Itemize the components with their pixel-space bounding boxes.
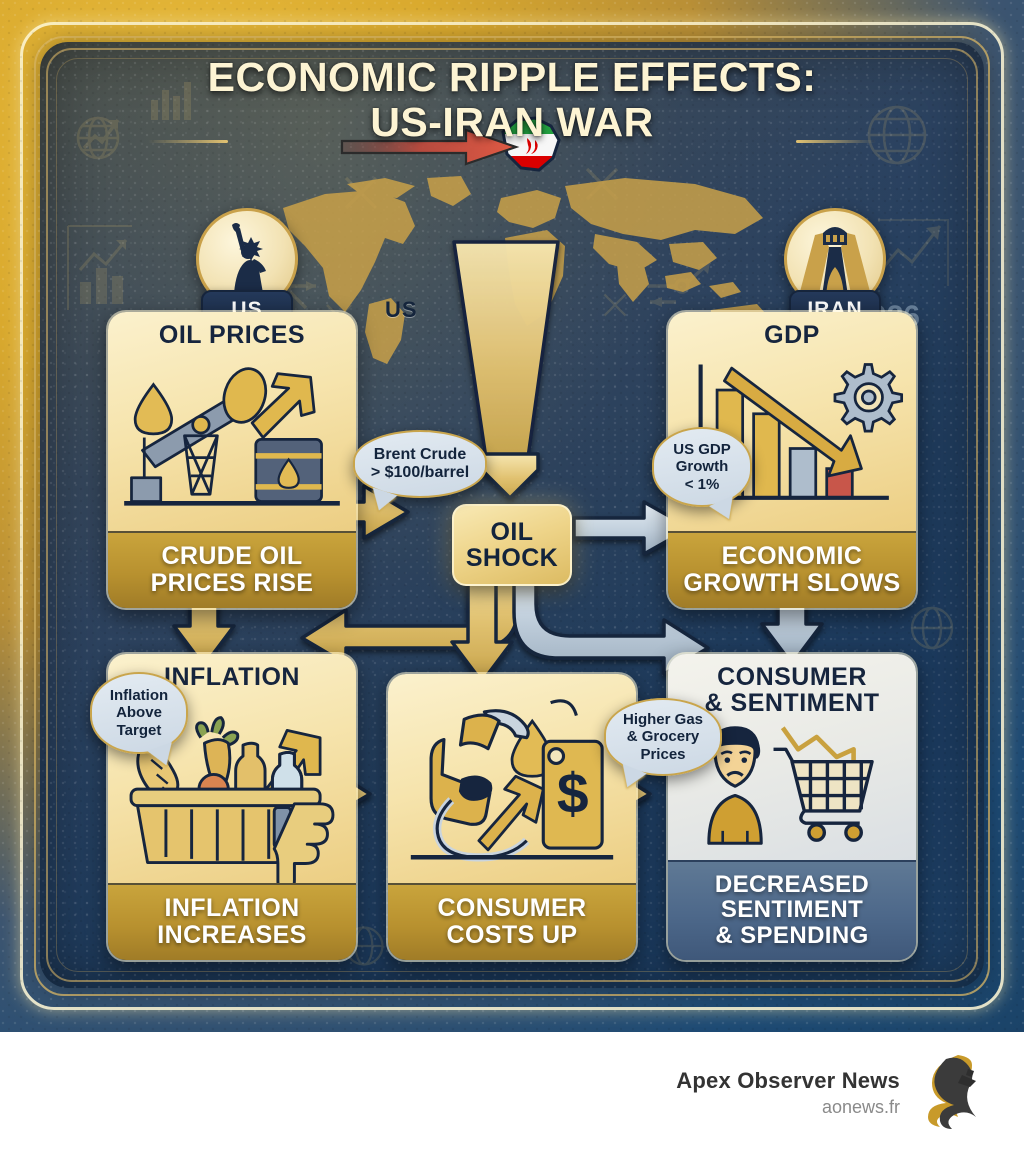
card-footer-sentiment: DECREASED SENTIMENT & SPENDING xyxy=(668,859,916,960)
globe-icon xyxy=(906,602,958,654)
card-art-oil xyxy=(108,348,356,531)
card-header-sentiment: CONSUMER & SENTIMENT xyxy=(704,663,880,718)
page-title-line1: ECONOMIC RIPPLE EFFECTS: xyxy=(207,54,817,100)
content-panel: ECONOMIC RIPPLE EFFECTS: US-IRAN WAR xyxy=(40,42,984,988)
pumpjack-icon xyxy=(130,367,268,504)
network-cross-icon xyxy=(600,290,630,320)
fuel-nozzle-icon xyxy=(429,709,530,862)
sad-person-icon xyxy=(707,725,763,845)
oil-drop-icon xyxy=(133,382,174,436)
title-rule-left xyxy=(148,140,228,143)
card-header-gdp: GDP xyxy=(764,321,820,349)
down-arrow-icon xyxy=(723,366,863,478)
callout-brent-crude: Brent Crude > $100/barrel xyxy=(353,430,487,515)
card-consumer-costs[interactable]: $ CONSUMER COSTS UP xyxy=(386,672,638,962)
thumbs-down-icon xyxy=(272,802,335,883)
oil-barrel-icon xyxy=(254,438,323,504)
card-footer-gdp: ECONOMIC GROWTH SLOWS xyxy=(668,531,916,608)
title-rule-right xyxy=(796,140,876,143)
card-art-consumer-costs: $ xyxy=(388,688,636,883)
card-body: OIL PRICES xyxy=(108,312,356,531)
brand-footer: Apex Observer News aonews.fr xyxy=(0,1032,1024,1154)
network-cross-icon xyxy=(338,170,384,216)
bar-chart-icon xyxy=(62,220,154,316)
callout-higher-gas-grocery: Higher Gas & Grocery Prices xyxy=(604,698,722,793)
gear-icon xyxy=(833,363,904,433)
callout-us-gdp-growth: US GDP Growth < 1% xyxy=(652,427,752,525)
brand-url: aonews.fr xyxy=(821,1097,900,1117)
map-label-us: US xyxy=(385,297,418,322)
card-body: $ xyxy=(388,674,636,883)
brand-text: Apex Observer News aonews.fr xyxy=(676,1068,900,1118)
callout-inflation-above-target: Inflation Above Target xyxy=(90,672,188,770)
card-header-inflation: INFLATION xyxy=(164,663,300,691)
card-consumer-sentiment[interactable]: CONSUMER & SENTIMENT xyxy=(666,652,918,962)
red-attack-arrow-icon xyxy=(340,128,520,166)
card-footer-consumer-costs: CONSUMER COSTS UP xyxy=(388,883,636,960)
network-cross-icon xyxy=(580,162,624,206)
brand-name: Apex Observer News xyxy=(676,1068,900,1093)
card-oil-prices[interactable]: OIL PRICES xyxy=(106,310,358,610)
shopping-cart-icon xyxy=(773,747,874,842)
card-art-sentiment xyxy=(668,717,916,860)
card-header-oil: OIL PRICES xyxy=(158,321,306,349)
card-inflation[interactable]: INFLATION xyxy=(106,652,358,962)
price-tag-dollar-icon: $ xyxy=(541,699,604,850)
poster-canvas: ECONOMIC RIPPLE EFFECTS: US-IRAN WAR xyxy=(0,0,1024,1032)
bubble-tail xyxy=(366,487,398,515)
eagle-logo-icon xyxy=(918,1053,980,1134)
oil-shock-line2: SHOCK xyxy=(465,544,559,572)
card-body: CONSUMER & SENTIMENT xyxy=(668,654,916,860)
up-arrow-icon xyxy=(250,372,316,440)
iran-flag-icon xyxy=(501,116,561,172)
node-oil-shock[interactable]: OIL SHOCK xyxy=(452,504,572,586)
svg-text:$: $ xyxy=(557,762,589,826)
page-title-line2: US-IRAN WAR xyxy=(370,98,654,145)
up-arrow-icon xyxy=(477,774,545,852)
card-footer-inflation: INFLATION INCREASES xyxy=(108,883,356,960)
oil-shock-line1: OIL xyxy=(490,518,534,546)
title-block: ECONOMIC RIPPLE EFFECTS: US-IRAN WAR xyxy=(40,56,984,143)
card-footer-oil: CRUDE OIL PRICES RISE xyxy=(108,531,356,608)
